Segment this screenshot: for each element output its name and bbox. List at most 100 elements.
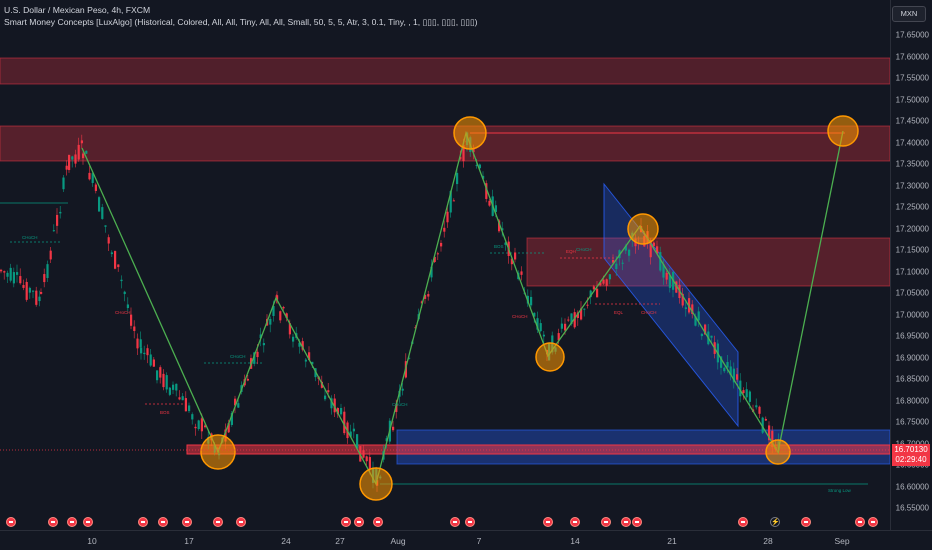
candle-body — [165, 375, 168, 390]
candle-body — [745, 389, 748, 398]
candle-body — [159, 367, 162, 378]
candle-body — [615, 263, 618, 270]
price-tick: 17.45000 — [895, 116, 929, 126]
candle-body — [580, 308, 583, 320]
candle-body — [659, 252, 662, 271]
current-price-value: 16.70130 — [894, 445, 928, 454]
candle-body — [408, 357, 411, 359]
event-flag-icon[interactable] — [6, 517, 16, 527]
event-flag-icon[interactable] — [341, 517, 351, 527]
candle-body — [605, 279, 608, 286]
choch-label-2: CHoCH — [230, 354, 246, 359]
event-flag-icon[interactable] — [354, 517, 364, 527]
supply-zone-mid — [526, 237, 890, 287]
symbol-title[interactable]: U.S. Dollar / Mexican Peso, 4h, FXCM — [4, 5, 151, 15]
event-flag-icon[interactable] — [48, 517, 58, 527]
event-flag-icon[interactable] — [601, 517, 611, 527]
event-flag-icon[interactable] — [855, 517, 865, 527]
event-flag-icon[interactable] — [67, 517, 77, 527]
candle-body — [485, 183, 488, 199]
candle-body — [320, 381, 323, 388]
event-flag-icon[interactable] — [465, 517, 475, 527]
candle-body — [224, 429, 227, 442]
candle-body — [256, 351, 259, 358]
candle-body — [188, 405, 191, 412]
candle-body — [253, 352, 256, 364]
candle-body — [28, 287, 31, 293]
candle-body — [557, 333, 560, 341]
candle-body — [32, 290, 35, 292]
candle-body — [234, 398, 237, 406]
candle-body — [362, 450, 365, 458]
candle-body — [74, 154, 77, 164]
event-flag-icon[interactable] — [83, 517, 93, 527]
candle-body — [771, 430, 774, 447]
candle-body — [596, 288, 599, 298]
lightning-icon[interactable]: ⚡ — [770, 517, 780, 527]
candle-body — [259, 334, 262, 339]
candle-body — [684, 307, 687, 309]
event-flag-icon[interactable] — [621, 517, 631, 527]
price-chart[interactable]: CHoCH CHoCH BOS CHoCH CHoCH BOS EQH CHoC… — [0, 0, 890, 550]
event-flag-icon[interactable] — [138, 517, 148, 527]
event-flag-icon[interactable] — [450, 517, 460, 527]
candle-body — [285, 313, 288, 319]
candle-body — [498, 220, 501, 232]
candle-body — [311, 361, 314, 365]
candle-body — [742, 390, 745, 394]
candle-body — [456, 172, 459, 185]
time-tick: 7 — [476, 536, 482, 546]
time-tick: 14 — [570, 536, 580, 546]
candle-body — [91, 173, 94, 183]
event-flag-icon[interactable] — [543, 517, 553, 527]
event-flag-icon[interactable] — [373, 517, 383, 527]
candle-body — [478, 164, 481, 169]
price-tick: 16.75000 — [895, 417, 929, 427]
event-flag-icon[interactable] — [632, 517, 642, 527]
time-tick: 28 — [763, 536, 773, 546]
candle-body — [3, 271, 6, 273]
event-flag-icon[interactable] — [738, 517, 748, 527]
candle-body — [104, 225, 107, 227]
event-flag-icon[interactable] — [182, 517, 192, 527]
candle-body — [482, 175, 485, 179]
event-flag-icon[interactable] — [236, 517, 246, 527]
candle-body — [608, 274, 611, 280]
candle-body — [16, 272, 19, 275]
currency-selector[interactable]: MXN — [892, 6, 926, 22]
candle-body — [542, 334, 545, 337]
candle-body — [501, 228, 504, 231]
candle-body — [449, 191, 452, 213]
candle-body — [40, 291, 43, 294]
candle-body — [172, 384, 175, 390]
candle-body — [700, 333, 703, 337]
candle-body — [764, 418, 767, 421]
event-flag-icon[interactable] — [801, 517, 811, 527]
time-tick: 17 — [184, 536, 194, 546]
event-flag-icon[interactable] — [570, 517, 580, 527]
candle-body — [298, 342, 301, 347]
indicator-title[interactable]: Smart Money Concepts [LuxAlgo] (Historic… — [4, 17, 478, 27]
candle-body — [101, 207, 104, 219]
candle-body — [49, 250, 52, 260]
candle-body — [200, 418, 203, 432]
candle-body — [514, 252, 517, 260]
event-flag-icon[interactable] — [213, 517, 223, 527]
candle-body — [88, 172, 91, 180]
choch-label-6: CHoCH — [512, 314, 528, 319]
candle-body — [184, 398, 187, 412]
time-axis-divider — [0, 530, 932, 531]
candle-body — [9, 267, 12, 281]
candle-body — [710, 335, 713, 338]
event-flag-icon[interactable] — [868, 517, 878, 527]
time-tick: Sep — [834, 536, 850, 546]
candle-body — [152, 359, 155, 367]
chart-legend[interactable]: U.S. Dollar / Mexican Peso, 4h, FXCM Sma… — [4, 4, 478, 28]
event-flag-icon[interactable] — [158, 517, 168, 527]
candle-body — [52, 230, 55, 232]
candle-body — [282, 306, 285, 309]
candle-body — [748, 391, 751, 402]
candle-body — [98, 197, 101, 212]
choch-label-1: CHoCH — [22, 235, 38, 240]
price-tick: 17.60000 — [895, 52, 929, 61]
